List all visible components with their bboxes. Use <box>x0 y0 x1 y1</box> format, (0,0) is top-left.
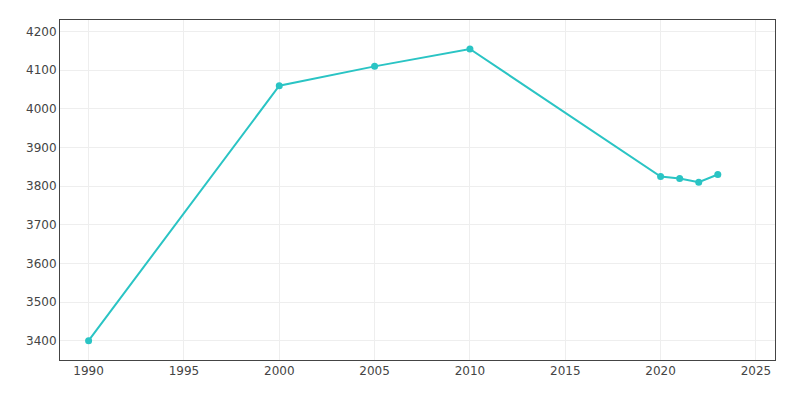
svg-text:1995: 1995 <box>169 364 200 378</box>
svg-text:2005: 2005 <box>359 364 390 378</box>
svg-text:2010: 2010 <box>455 364 486 378</box>
svg-text:3800: 3800 <box>26 179 57 193</box>
svg-text:1990: 1990 <box>73 364 104 378</box>
svg-text:3600: 3600 <box>26 257 57 271</box>
svg-text:3500: 3500 <box>26 295 57 309</box>
svg-text:3700: 3700 <box>26 218 57 232</box>
svg-text:3400: 3400 <box>26 334 57 348</box>
svg-text:2000: 2000 <box>264 364 295 378</box>
svg-text:2020: 2020 <box>645 364 676 378</box>
svg-text:2025: 2025 <box>741 364 772 378</box>
svg-text:4200: 4200 <box>26 25 57 39</box>
svg-text:4100: 4100 <box>26 63 57 77</box>
svg-text:3900: 3900 <box>26 141 57 155</box>
svg-text:4000: 4000 <box>26 102 57 116</box>
svg-text:2015: 2015 <box>550 364 581 378</box>
